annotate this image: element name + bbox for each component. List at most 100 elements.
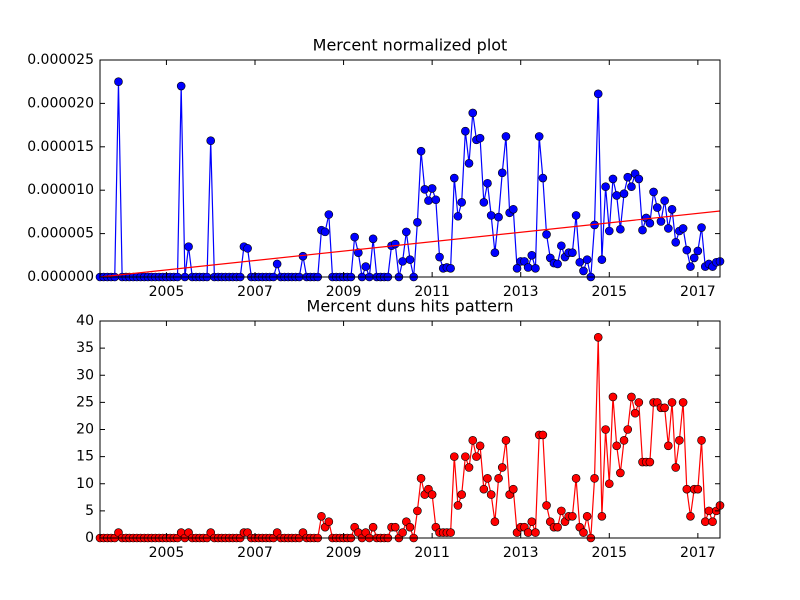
point [531,264,540,273]
point [542,230,551,239]
x-tick-label: 2005 [149,545,185,561]
y-tick-label: 40 [76,313,94,329]
point [490,248,500,257]
point [671,463,681,472]
point [457,198,466,207]
y-tick-label: 35 [76,340,94,356]
point [616,468,625,478]
point [704,506,714,516]
point [405,255,415,264]
point [601,182,610,192]
point [671,237,681,247]
point [593,89,603,99]
point [479,484,489,494]
point [413,506,422,516]
x-tick-label: 2013 [503,545,539,561]
point [568,248,577,257]
point [446,264,455,273]
point [479,198,489,207]
point [501,132,511,141]
point [697,436,706,445]
point [420,185,430,194]
point [664,441,673,451]
x-tick-label: 2009 [326,284,362,300]
point [368,234,378,244]
point [557,506,566,516]
point [486,211,496,220]
point [114,77,123,86]
point [416,146,426,156]
point [682,245,692,255]
x-tick-label: 2007 [237,545,273,561]
point [634,398,644,407]
y-tick-label: 25 [76,394,94,410]
x-tick-label: 2017 [680,284,716,300]
point [568,511,577,521]
point [553,522,562,532]
point [538,173,548,183]
point [619,189,629,198]
point [608,392,618,402]
point [571,474,581,483]
point [453,211,463,221]
point [571,211,581,220]
y-tick-label: 0.000015 [27,139,94,155]
point [468,108,478,118]
point [483,178,492,188]
point [693,484,703,494]
point [490,517,500,527]
point [468,436,478,445]
point [497,463,507,472]
point [317,511,326,521]
point [512,264,522,273]
point [497,168,507,178]
point [534,132,544,141]
y-tick-label: 5 [85,503,94,519]
x-tick-label: 2013 [503,284,539,300]
point [579,528,588,537]
point [402,227,411,237]
point [667,398,677,407]
point [398,528,407,537]
point [593,332,603,342]
point [557,241,566,251]
x-tick-label: 2015 [591,545,627,561]
point [660,403,669,413]
x-tick-label: 2007 [237,284,273,300]
x-tick-label: 2015 [591,284,627,300]
point [616,224,625,234]
point [686,511,695,521]
point [697,223,706,232]
y-tick-label: 0.000025 [27,52,94,68]
y-tick-label: 0.000010 [27,182,94,198]
y-tick-label: 30 [76,367,94,383]
point [461,126,470,136]
point [645,457,655,467]
point [682,484,692,494]
point [350,232,359,242]
chart-title: Mercent normalized plot [313,36,508,55]
point [464,463,474,472]
point [608,174,618,184]
y-tick-label: 0 [85,530,94,546]
point [582,511,592,521]
point [368,522,378,532]
point [612,441,621,451]
point [354,248,363,257]
point [678,224,688,233]
point [501,436,511,445]
point [361,262,371,271]
point [623,172,633,182]
point [457,490,466,499]
point [494,474,503,483]
point [678,398,688,407]
point [427,490,437,499]
point [509,484,518,494]
point [689,253,699,263]
point [553,259,562,269]
point [619,436,629,445]
point [449,452,459,461]
point [675,436,684,445]
